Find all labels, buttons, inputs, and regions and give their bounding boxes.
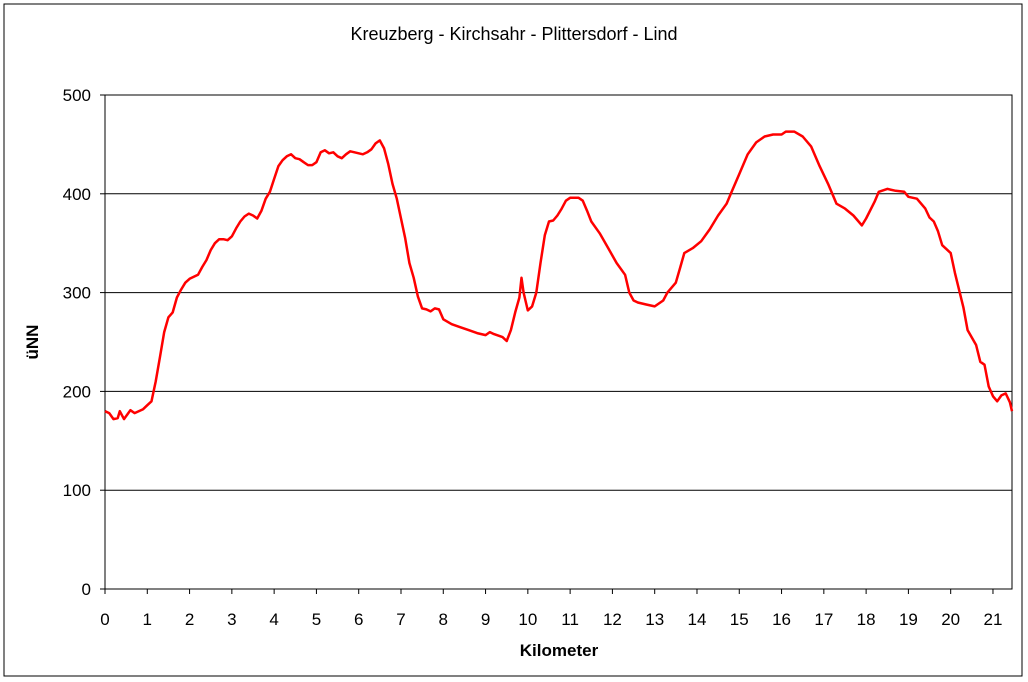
x-tick-label: 15 xyxy=(730,610,749,629)
y-axis-label: üNN xyxy=(23,325,42,360)
x-tick-label: 20 xyxy=(941,610,960,629)
x-tick-label: 3 xyxy=(227,610,236,629)
x-tick-label: 7 xyxy=(396,610,405,629)
y-tick-label: 200 xyxy=(63,382,91,401)
y-tick-label: 100 xyxy=(63,481,91,500)
x-tick-label: 10 xyxy=(518,610,537,629)
x-tick-label: 6 xyxy=(354,610,363,629)
y-tick-label: 400 xyxy=(63,185,91,204)
y-tick-label: 0 xyxy=(82,580,91,599)
x-tick-label: 13 xyxy=(645,610,664,629)
x-tick-label: 1 xyxy=(143,610,152,629)
x-tick-label: 9 xyxy=(481,610,490,629)
x-tick-label: 18 xyxy=(857,610,876,629)
x-tick-label: 0 xyxy=(100,610,109,629)
y-tick-label: 500 xyxy=(63,86,91,105)
x-axis-label: Kilometer xyxy=(520,641,599,660)
x-tick-label: 17 xyxy=(814,610,833,629)
x-tick-label: 21 xyxy=(984,610,1003,629)
x-tick-label: 12 xyxy=(603,610,622,629)
x-tick-label: 16 xyxy=(772,610,791,629)
y-tick-label: 300 xyxy=(63,284,91,303)
plot-area xyxy=(104,94,1013,590)
x-tick-label: 8 xyxy=(439,610,448,629)
x-tick-label: 5 xyxy=(312,610,321,629)
chart-border xyxy=(3,3,1023,677)
x-tick-label: 4 xyxy=(269,610,278,629)
x-tick-label: 19 xyxy=(899,610,918,629)
line xyxy=(104,130,1014,421)
x-tick-label: 14 xyxy=(688,610,707,629)
chart-title: Kreuzberg - Kirchsahr - Plittersdorf - L… xyxy=(350,24,677,44)
x-tick-label: 2 xyxy=(185,610,194,629)
x-tick-label: 11 xyxy=(561,610,579,629)
